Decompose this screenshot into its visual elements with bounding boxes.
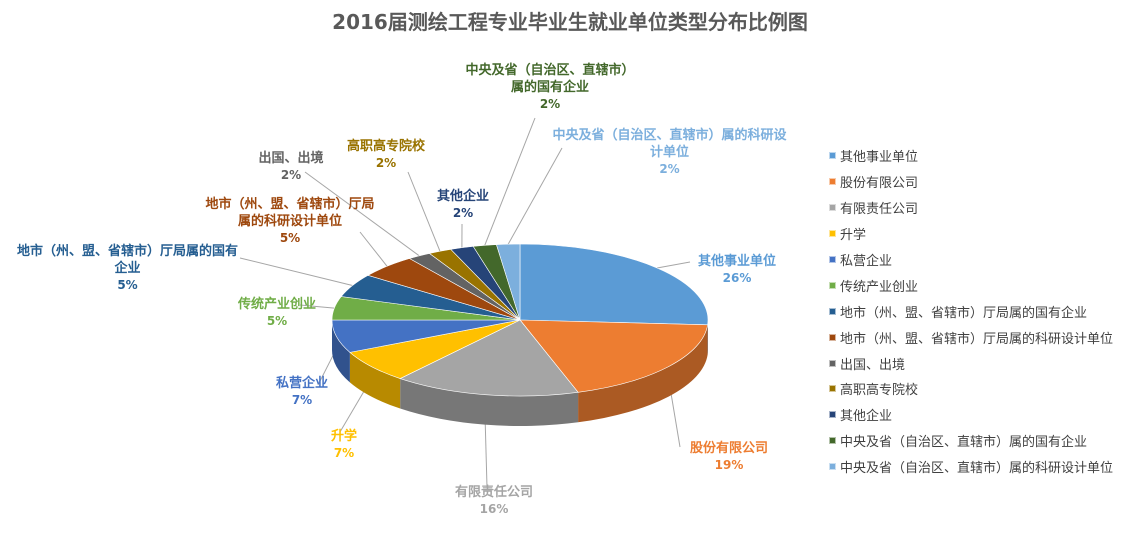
label-slice-4: 私营企业 7% (275, 376, 328, 407)
legend-swatch (829, 204, 836, 212)
label-slice-5: 传统产业创业 5% (237, 297, 316, 328)
label-slice-6: 地市（州、盟、省辖市）厅局属的国有企业 5% (16, 244, 238, 292)
legend-swatch (829, 463, 836, 471)
legend-item: 私营企业 (829, 247, 1113, 273)
leader-line-9 (407, 171, 441, 252)
label-slice-2: 有限责任公司 16% (454, 485, 533, 516)
label-slice-12: 中央及省（自治区、直辖市）属的科研设计单位 2% (552, 128, 787, 176)
label-slice-10: 其他企业 2% (436, 189, 489, 220)
pie-slices (331, 243, 709, 397)
legend-item: 高职高专院校 (829, 376, 1113, 402)
legend-item: 地市（州、盟、省辖市）厅局属的科研设计单位 (829, 324, 1113, 350)
leader-line-8 (304, 171, 420, 257)
label-slice-11: 中央及省（自治区、直辖市）属的国有企业 2% (465, 63, 635, 111)
legend-item: 地市（州、盟、省辖市）厅局属的国有企业 (829, 298, 1113, 324)
label-slice-9: 高职高专院校 2% (346, 139, 425, 170)
legend-swatch (829, 411, 836, 419)
pie-slice-2 (399, 319, 579, 397)
legend-swatch (829, 230, 836, 238)
legend-swatch (829, 256, 836, 263)
legend-swatch (829, 333, 836, 341)
leader-line-6 (239, 257, 353, 286)
legend-swatch (829, 178, 836, 186)
legend-item: 其他企业 (829, 402, 1113, 428)
pie-slice-12 (496, 243, 521, 321)
pie-side-4 (332, 320, 350, 383)
label-slice-3: 升学 7% (330, 429, 357, 460)
leader-line-5 (299, 304, 335, 309)
legend: 其他事业单位 股份有限公司 有限责任公司 升学 私营企业 传统产业创业 地市（州… (829, 143, 1113, 480)
label-slice-0: 其他事业单位 26% (697, 254, 776, 285)
legend-item: 中央及省（自治区、直辖市）属的国有企业 (829, 428, 1113, 454)
legend-swatch (829, 437, 836, 445)
legend-item: 中央及省（自治区、直辖市）属的科研设计单位 (829, 454, 1113, 480)
legend-swatch (829, 152, 836, 160)
label-slice-8: 出国、出境 2% (258, 151, 324, 182)
pie-slice-1 (519, 319, 708, 393)
legend-item: 出国、出境 (829, 350, 1113, 376)
legend-swatch (829, 359, 836, 367)
legend-item: 有限责任公司 (829, 195, 1113, 221)
legend-item: 传统产业创业 (829, 272, 1113, 298)
legend-swatch (829, 281, 836, 289)
legend-swatch (829, 307, 836, 315)
leader-line-11 (484, 117, 536, 246)
pie-side-1 (578, 324, 708, 423)
label-slice-7: 地市（州、盟、省辖市）厅局属的科研设计单位 5% (205, 197, 375, 245)
pie-sides (332, 320, 708, 426)
label-slice-1: 股份有限公司 19% (689, 441, 768, 472)
leader-line-0 (656, 261, 691, 269)
pie-slice-0 (519, 243, 709, 326)
legend-swatch (829, 385, 836, 393)
pie-side-2 (400, 378, 579, 426)
pie-side-3 (349, 352, 401, 409)
leader-line-12 (507, 147, 563, 245)
chart-title: 2016届测绘工程专业毕业生就业单位类型分布比例图 (332, 10, 808, 34)
leader-line-7 (359, 231, 388, 267)
legend-item: 股份有限公司 (829, 169, 1113, 195)
legend-item: 升学 (829, 221, 1113, 247)
legend-item: 其他事业单位 (829, 143, 1113, 169)
